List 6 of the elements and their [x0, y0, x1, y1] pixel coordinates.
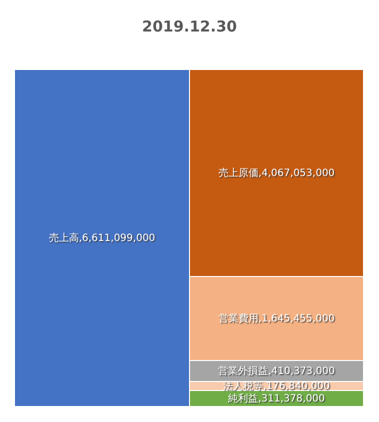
data-label: 売上原価,4,067,053,000	[218, 167, 335, 179]
chart-title: 2019.12.30	[142, 18, 237, 36]
data-label: 売上高,6,611,099,000	[48, 232, 156, 244]
data-label: 営業費用,1,645,455,000	[218, 312, 335, 324]
data-label: 営業外損益,410,373,000	[218, 365, 335, 377]
data-label: 純利益,311,378,000	[228, 392, 325, 404]
